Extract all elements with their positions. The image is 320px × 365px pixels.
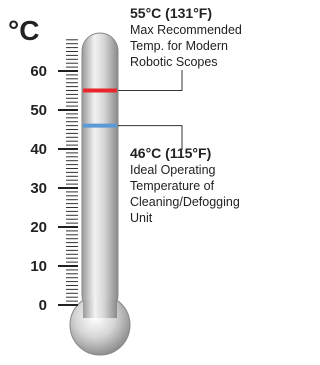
marker-text: Max Recommended xyxy=(130,23,242,37)
unit-label: °C xyxy=(8,15,39,46)
tick-label: 60 xyxy=(30,63,47,80)
tick-label: 30 xyxy=(30,180,47,197)
tick-label: 0 xyxy=(39,297,47,314)
marker-text: Ideal Operating xyxy=(130,163,216,177)
thermometer-diagram: °C 0 10 20 30 40 50 60 55°C (131°F) Max Recommen… xyxy=(0,0,265,360)
tube xyxy=(82,33,118,313)
page: °C 0 10 20 30 40 50 60 55°C (131°F) Max Recommen… xyxy=(0,0,265,360)
marker-text: Unit xyxy=(130,211,153,225)
tube-neck xyxy=(83,300,117,318)
marker-title: 55°C (131°F) xyxy=(130,5,212,21)
marker-text: Temperature of xyxy=(130,179,215,193)
marker-title: 46°C (115°F) xyxy=(130,145,211,161)
marker-text: Temp. for Modern xyxy=(130,39,228,53)
tick-label: 40 xyxy=(30,141,47,158)
tick-label: 10 xyxy=(30,258,47,275)
marker-text: Robotic Scopes xyxy=(130,55,218,69)
marker-text: Cleaning/Defogging xyxy=(130,195,240,209)
callout-line xyxy=(118,70,182,91)
tick-label: 50 xyxy=(30,102,47,119)
tick-label: 20 xyxy=(30,219,47,236)
